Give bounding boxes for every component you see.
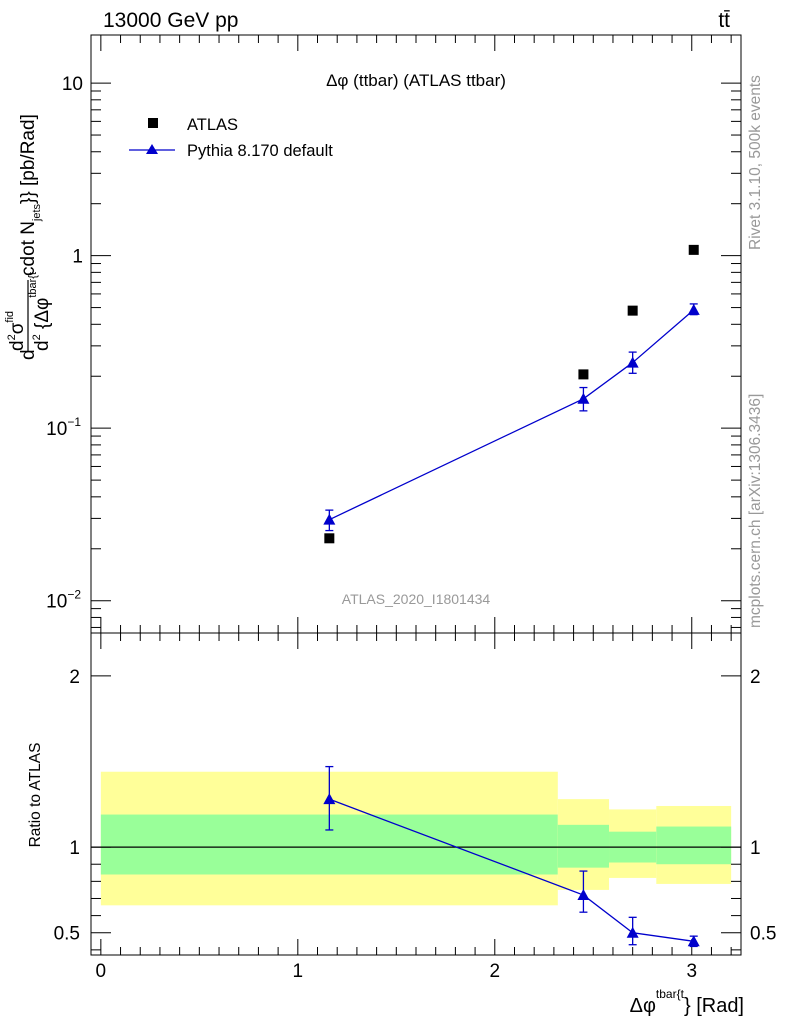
main-y-axis-label: d d2σfid d2 {Δφtbar{t cdot Njets}} [pb/R… — [4, 114, 53, 360]
ratio-y-tick-label-left: 0.5 — [54, 924, 80, 945]
atlas-point — [627, 305, 638, 316]
legend-atlas-marker — [148, 118, 158, 128]
pythia-ratio-point — [626, 926, 639, 938]
main-panel: 10 1 10−1 10−2 Δφ (ttbar) (ATLAS ttbar) ATL… — [4, 34, 742, 634]
ratio-y-tick-label-left: 2 — [69, 667, 80, 688]
x-tick-label: 3 — [686, 961, 697, 982]
pythia-ratio-point — [687, 935, 700, 947]
svg-text:d2σfid: d2σfid — [4, 311, 28, 351]
pythia-point — [626, 356, 639, 368]
ratio-uncertainty-bands — [91, 771, 741, 906]
main-axis-ticks — [91, 35, 741, 633]
x-axis-label: Δφtbar{t} [Rad] — [630, 987, 744, 1017]
pythia-point — [323, 513, 336, 525]
ratio-y-tick-label-left: 1 — [69, 838, 80, 859]
plot-title: Δφ (ttbar) (ATLAS ttbar) — [326, 71, 506, 90]
ratio-panel: 2 2 1 1 0.5 0.5 0 1 2 3 Ratio to ATLAS Δφtbar{t}… — [27, 632, 777, 1017]
main-y-tick-label: 1 — [72, 247, 83, 268]
main-y-tick-label: 10−2 — [46, 588, 81, 613]
mcplots-credit-label: mcplots.cern.ch [arXiv:1306.3436] — [747, 394, 764, 628]
atlas-point — [578, 369, 589, 380]
pythia-point — [577, 392, 590, 404]
atlas-point — [688, 244, 699, 255]
svg-text:d2 {Δφtbar{t: d2 {Δφtbar{t — [27, 272, 53, 351]
main-y-tick-label: 10 — [62, 74, 83, 95]
x-tick-label: 2 — [489, 961, 500, 982]
ratio-y-axis-label: Ratio to ATLAS — [27, 743, 44, 848]
pythia-main-line — [329, 309, 695, 521]
pythia-point — [687, 303, 700, 315]
svg-text:cdot Njets}} [pb/Rad]: cdot Njets}} [pb/Rad] — [18, 114, 43, 276]
main-y-tick-label: 10−1 — [46, 415, 81, 440]
x-tick-label: 1 — [293, 961, 304, 982]
ratio-band-green — [557, 824, 610, 868]
rivet-version-label: Rivet 3.1.10, 500k events — [747, 75, 764, 250]
ratio-y-tick-label-right: 2 — [750, 667, 761, 688]
atlas-point — [324, 533, 335, 544]
pythia-ratio-line — [329, 798, 694, 942]
legend-pythia-label: Pythia 8.170 default — [187, 142, 333, 160]
x-tick-labels: 0 1 2 3 — [96, 961, 697, 982]
main-series-layer — [323, 244, 700, 544]
header-process-label: 13000 GeV pp — [103, 9, 238, 32]
header-final-state-label: tt̄ — [718, 9, 730, 32]
ratio-series-layer — [323, 765, 700, 948]
ratio-axis-ticks — [91, 633, 741, 955]
ratio-band-green — [656, 826, 732, 865]
ratio-y-tick-labels: 2 2 1 1 0.5 0.5 — [54, 667, 777, 945]
legend-atlas-label: ATLAS — [187, 116, 238, 134]
ratio-y-tick-label-right: 0.5 — [750, 924, 776, 945]
main-y-tick-labels: 10 1 10−1 10−2 — [46, 74, 83, 613]
svg-text:d: d — [18, 349, 39, 360]
x-tick-label: 0 — [96, 961, 107, 982]
analysis-watermark: ATLAS_2020_I1801434 — [342, 591, 491, 607]
legend: ATLAS Pythia 8.170 default — [129, 116, 333, 160]
ratio-y-tick-label-right: 1 — [750, 838, 761, 859]
pythia-ratio-point — [323, 793, 336, 805]
pythia-ratio-point — [577, 889, 590, 901]
legend-pythia-marker — [146, 144, 158, 154]
